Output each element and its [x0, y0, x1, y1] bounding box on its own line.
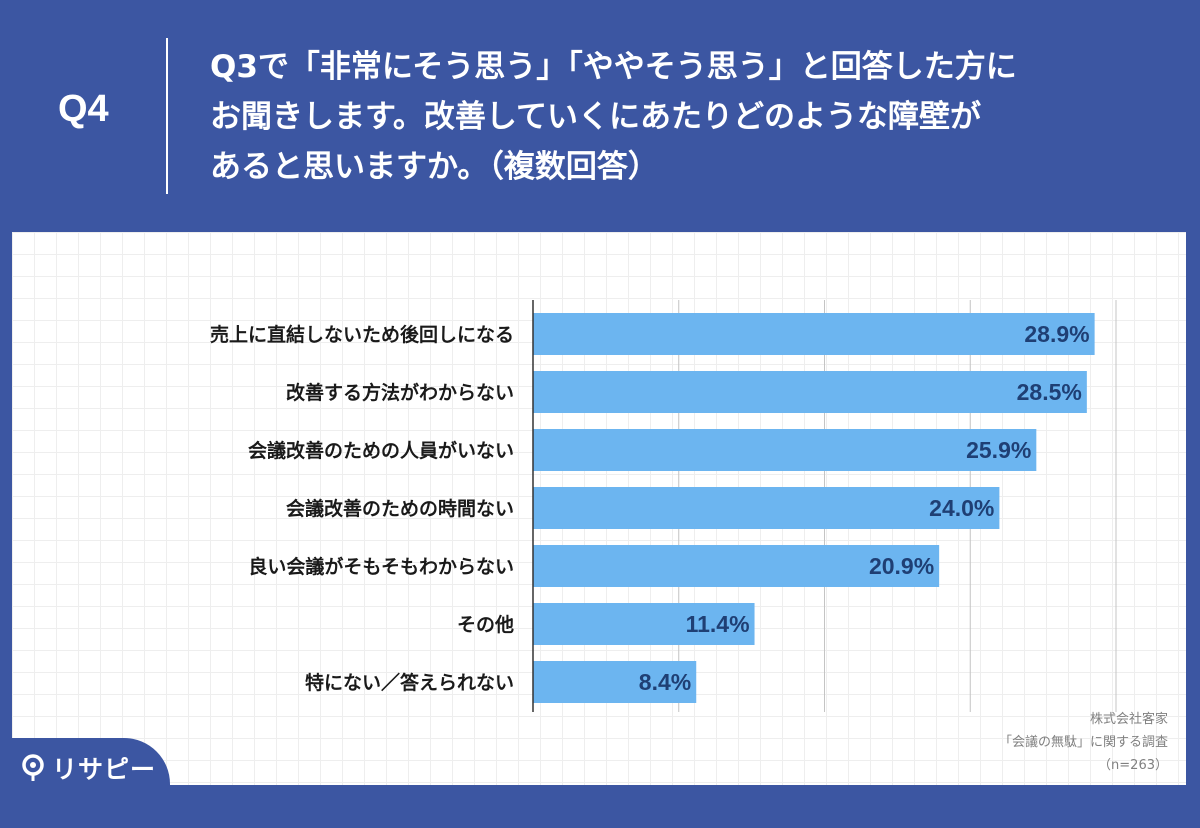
bar [533, 603, 755, 645]
brand-logo: リサピー [20, 748, 156, 788]
bar [533, 487, 1000, 529]
bar-chart: 売上に直結しないため後回しになる 28.9% 改善する方法がわからない 28.5% 会議… [210, 300, 1117, 712]
source-survey: 「会議の無駄」に関する調査 [998, 735, 1168, 750]
category-label: 改善する方法がわからない [286, 381, 514, 404]
category-label: 特にない／答えられない [305, 671, 514, 694]
bar [533, 429, 1037, 471]
value-label: 24.0% [929, 495, 994, 521]
header-divider [166, 38, 168, 194]
question-number: Q4 [58, 88, 109, 130]
bar [533, 661, 697, 703]
value-label: 11.4% [686, 611, 750, 637]
question-line: あると思いますか。（複数回答） [210, 149, 659, 185]
logo-text: リサピー [52, 755, 157, 784]
value-label: 25.9% [966, 437, 1031, 463]
category-label: 会議改善のための時間ない [286, 497, 514, 520]
bar [533, 545, 940, 587]
question-line: お聞きします。改善していくにあたりどのような障壁が [210, 99, 981, 135]
category-label: 会議改善のための人員がいない [248, 439, 514, 462]
category-label: その他 [457, 613, 514, 636]
bar [533, 313, 1095, 355]
question-line: Q3で「非常にそう思う」「ややそう思う」と回答した方に [210, 49, 1017, 85]
value-label: 20.9% [869, 553, 934, 579]
source-note: 株式会社客家 「会議の無駄」に関する調査 （n=263） [999, 708, 1168, 777]
source-company: 株式会社客家 [1089, 712, 1168, 727]
source-sample-size: （n=263） [1098, 758, 1168, 773]
value-label: 8.4% [639, 669, 691, 695]
pin-icon [22, 754, 44, 781]
value-label: 28.5% [1017, 379, 1082, 405]
bar [533, 371, 1087, 413]
value-label: 28.9% [1024, 321, 1089, 347]
category-label: 売上に直結しないため後回しになる [210, 323, 514, 346]
question-text: Q3で「非常にそう思う」「ややそう思う」と回答した方に お聞きします。改善してい… [210, 42, 1170, 192]
category-label: 良い会議がそもそもわからない [248, 555, 514, 578]
